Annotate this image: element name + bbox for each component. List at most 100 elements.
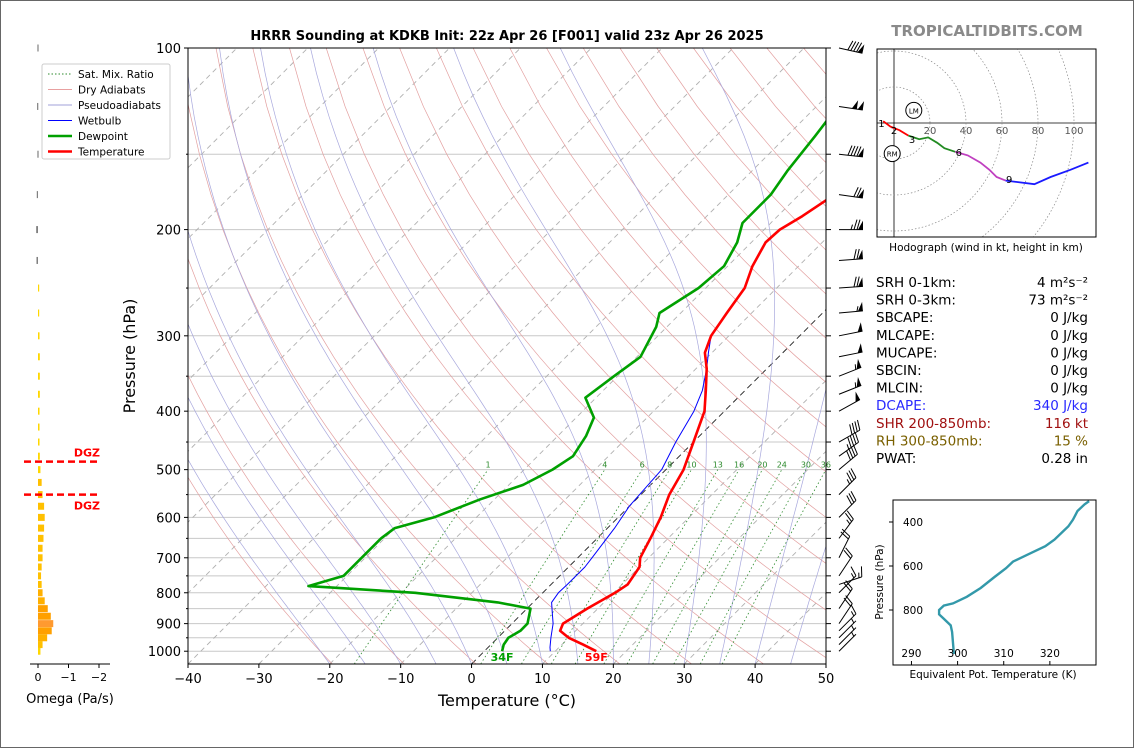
barb-staff bbox=[838, 576, 862, 585]
omega-bar bbox=[38, 605, 48, 613]
wind-barbs bbox=[838, 40, 865, 652]
mix-ratio-label: 10 bbox=[686, 461, 696, 470]
barb-staff bbox=[838, 555, 853, 577]
omega-x-tick-label: −2 bbox=[91, 671, 107, 684]
wind-barb bbox=[838, 40, 865, 54]
stat-label: PWAT: bbox=[876, 451, 916, 467]
skewt-plot-area bbox=[187, 47, 827, 665]
barb-full bbox=[853, 249, 857, 260]
mixing-ratio-line bbox=[521, 469, 643, 664]
isotherm--50 bbox=[188, 48, 734, 594]
wind-barb bbox=[838, 419, 861, 443]
barb-full bbox=[843, 550, 852, 559]
barb-full bbox=[850, 566, 857, 577]
theta-e-frame bbox=[892, 499, 1097, 666]
hodo-ring bbox=[877, 49, 1003, 232]
barb-full bbox=[844, 512, 853, 522]
barb-full bbox=[846, 495, 853, 505]
mixing-ratio-line bbox=[652, 469, 763, 664]
stat-value: 0 J/kg bbox=[1050, 345, 1088, 361]
mix-ratio-label: 6 bbox=[640, 461, 645, 470]
dgz-markers: DGZ DGZ bbox=[24, 447, 100, 513]
barb-staff bbox=[838, 518, 854, 539]
barb-full bbox=[856, 419, 861, 431]
mix-ratio-label: 36 bbox=[821, 461, 831, 470]
barb-half bbox=[850, 618, 855, 624]
stat-label: SRH 0-3km: bbox=[876, 293, 956, 309]
barb-flag bbox=[857, 44, 865, 54]
stat-label: SHR 200-850mb: bbox=[876, 416, 991, 432]
barb-full bbox=[850, 41, 857, 51]
y-tick-label: 600 bbox=[156, 511, 181, 526]
barb-full bbox=[852, 433, 857, 445]
omega-bar bbox=[36, 256, 38, 264]
stat-label: SRH 0-1km: bbox=[876, 275, 956, 291]
x-tick-label: 20 bbox=[605, 672, 622, 687]
barb-flag bbox=[857, 249, 863, 260]
omega-bar bbox=[38, 554, 43, 562]
barb-full bbox=[854, 421, 858, 432]
barb-full bbox=[852, 444, 858, 455]
mix-ratio-label: 24 bbox=[777, 461, 787, 470]
barb-staff bbox=[838, 627, 857, 645]
hodograph-plot bbox=[877, 49, 1096, 237]
barb-full bbox=[846, 510, 854, 520]
theta-e-y-axis-label: Pressure (hPa) bbox=[874, 544, 886, 619]
wind-barb bbox=[839, 219, 863, 231]
wind-barb bbox=[838, 376, 862, 395]
skewt-panel: HRRR Sounding at KDKB Init: 22z Apr 26 [… bbox=[41, 29, 865, 710]
x-tick-label: 10 bbox=[534, 672, 551, 687]
barb-full bbox=[846, 472, 853, 483]
barb-flag bbox=[857, 277, 863, 287]
barb-full bbox=[841, 528, 851, 537]
stat-label: SBCAPE: bbox=[876, 310, 933, 326]
barb-full bbox=[848, 448, 854, 459]
barb-full bbox=[850, 490, 857, 501]
barb-staff bbox=[838, 429, 861, 443]
theta-e-axes: 290 300 310 320 400 600 800 bbox=[889, 517, 1060, 665]
legend-label: Temperature bbox=[77, 147, 145, 159]
wind-barb bbox=[838, 618, 857, 639]
x-tick-label: −20 bbox=[316, 672, 343, 687]
hodo-ring bbox=[981, 49, 1039, 237]
omega-bar bbox=[38, 407, 40, 415]
hodo-segment bbox=[882, 120, 909, 137]
wind-barb bbox=[838, 343, 863, 358]
mix-ratio-label: 8 bbox=[667, 461, 672, 470]
wind-barb bbox=[838, 100, 865, 111]
barb-staff bbox=[838, 588, 853, 609]
pseudoadiabat bbox=[790, 544, 826, 664]
wind-barb bbox=[838, 566, 857, 594]
barb-half bbox=[846, 479, 851, 485]
omega-bar bbox=[38, 309, 40, 317]
barb-full bbox=[856, 146, 862, 157]
wind-barb bbox=[838, 595, 853, 624]
barb-full bbox=[845, 580, 853, 589]
y-tick-label: 100 bbox=[156, 42, 181, 57]
mix-ratio-label: 20 bbox=[757, 461, 767, 470]
mix-ratio-label: 13 bbox=[713, 461, 723, 470]
theta-e-x-axis-label: Equivalent Pot. Temperature (K) bbox=[909, 669, 1076, 681]
barb-full bbox=[856, 187, 862, 198]
mix-ratio-label: 30 bbox=[801, 461, 811, 470]
mixing-ratio-line bbox=[603, 469, 719, 664]
hodo-segment bbox=[1005, 161, 1089, 186]
hodo-segment bbox=[908, 134, 956, 153]
barb-full bbox=[856, 276, 860, 287]
barb-full bbox=[851, 422, 856, 434]
theta-x-tick-label: 300 bbox=[948, 648, 968, 660]
stat-value: 116 kt bbox=[1045, 416, 1088, 432]
omega-bar bbox=[38, 580, 42, 588]
barb-flag bbox=[857, 343, 863, 354]
barb-full bbox=[843, 597, 852, 607]
mix-ratio-label: 16 bbox=[734, 461, 744, 470]
barb-full bbox=[848, 470, 855, 480]
barb-flag bbox=[857, 101, 865, 111]
pseudoadiabat bbox=[260, 48, 543, 664]
barb-staff bbox=[838, 285, 863, 289]
barb-flag bbox=[857, 189, 865, 198]
wind-barb bbox=[838, 444, 858, 471]
barb-staff bbox=[838, 603, 853, 624]
barb-staff bbox=[838, 500, 857, 518]
